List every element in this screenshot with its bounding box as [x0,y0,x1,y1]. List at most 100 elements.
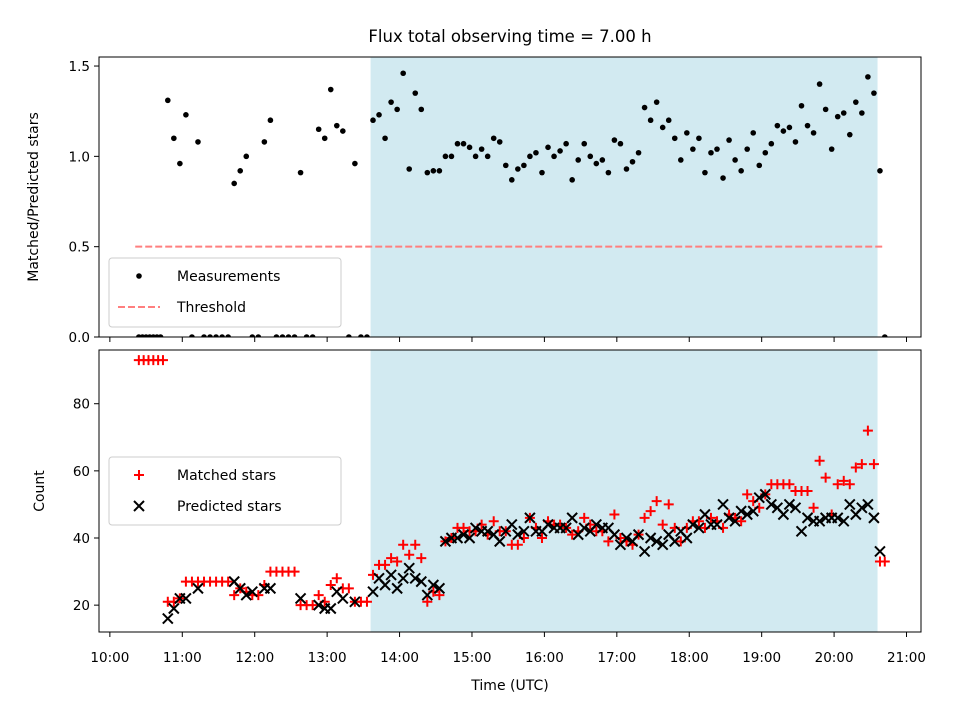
predicted-star-point [367,586,379,598]
predicted-star-point [868,512,880,524]
measurement-point [412,90,419,96]
predicted-star-point [312,599,325,611]
predicted-star-point [162,612,174,625]
predicted-star-point [325,602,337,615]
ratio-legend-label: Measurements [177,269,280,285]
predicted-star-point [433,582,446,595]
matched-star-point [651,496,662,507]
predicted-star-point [494,535,506,548]
matched-star-point [802,486,813,496]
predicted-star-point [337,592,349,605]
matched-star-point [361,596,372,607]
measurement-point [327,86,334,93]
measurement-point [834,113,841,120]
measurement-point [533,149,539,156]
predicted-star-point [832,512,844,524]
measurement-point [599,157,606,163]
count-axes-frame [98,349,922,633]
matched-star-point [814,455,825,466]
measurement-point [400,70,406,77]
predicted-star-point [566,512,578,524]
measurement-point [436,168,443,174]
matched-star-point [229,590,240,601]
measurement-point [406,166,413,172]
ratio-y-tick-label: 0.0 [69,330,90,346]
predicted-star-point [753,492,765,504]
matched-star-point [868,459,879,470]
matched-star-point [422,596,433,607]
measurement-point [370,117,376,124]
predicted-star-point [687,518,699,531]
ratio-y-tick-label: 0.5 [69,240,90,256]
measurement-point [853,99,859,105]
ratio-legend-box [108,257,342,328]
measurement-point [382,135,388,142]
measurement-point [816,81,823,87]
measurement-point [225,334,231,337]
matched-star-point [536,533,547,543]
measurement-point [454,140,461,147]
predicted-star-point [783,498,796,511]
predicted-star-point [439,535,452,548]
predicted-star-point [711,518,723,531]
measurement-point [521,162,527,169]
predicted-star-point [759,488,771,501]
measurement-point [291,334,298,337]
predicted-star-point [457,528,470,541]
ratio-panel: 0.0 0.5 1.0 1.5 Matched/Predicted stars Mea… [26,56,922,346]
matched-star-point [808,502,819,513]
matched-star-point [784,479,795,490]
measurement-point [871,90,877,96]
measurement-point [617,140,624,147]
matched-star-point [856,459,867,470]
count-legend-box [108,456,342,526]
count-legend-label: Matched stars [177,468,276,484]
matched-star-point [512,539,523,550]
measurement-point [677,157,684,163]
measurement-point [714,146,720,152]
predicted-star-point [180,592,192,605]
measurement-point [352,160,358,167]
predicted-star-point [524,512,536,524]
matched-star-point [380,559,391,570]
count-legend-label: Predicted stars [177,499,282,515]
matched-star-point [862,425,873,436]
count-x-tick-label: 19:00 [742,650,781,666]
measurement-point [545,144,551,151]
measurement-point [877,168,883,174]
matched-star-point [657,519,668,530]
predicted-star-point [409,572,421,584]
measurement-point [340,128,346,134]
measurement-point [189,334,195,337]
measurement-point [828,146,835,152]
predicted-star-point [735,505,747,517]
ratio-y-tick-label: 1.0 [69,149,90,165]
predicted-star-point [717,498,729,511]
matched-star-point [289,566,300,577]
count-x-tick-label: 11:00 [163,650,202,666]
matched-star-point [458,522,469,533]
predicted-star-point [560,522,572,534]
matched-star-point [609,509,620,520]
predicted-star-point [427,579,440,591]
measurement-point [321,135,328,142]
measurement-point [768,140,775,147]
measurement-point [333,122,340,129]
measurement-point [201,334,207,337]
count-legend: Matched stars Predicted stars [108,456,342,526]
matched-star-point [603,536,614,547]
measurement-point [881,334,888,337]
measurement-point [611,137,618,143]
matched-star-point [325,580,336,590]
measurement-point [297,169,304,176]
matched-star-point [313,590,324,601]
measurement-point [696,135,702,142]
legend-measurement-marker [136,273,142,279]
measurement-point [665,117,672,124]
measurement-point [195,139,201,145]
measurement-point [466,144,473,151]
measurement-point [315,126,322,133]
matched-star-point [434,590,445,601]
measurement-point [285,334,292,337]
